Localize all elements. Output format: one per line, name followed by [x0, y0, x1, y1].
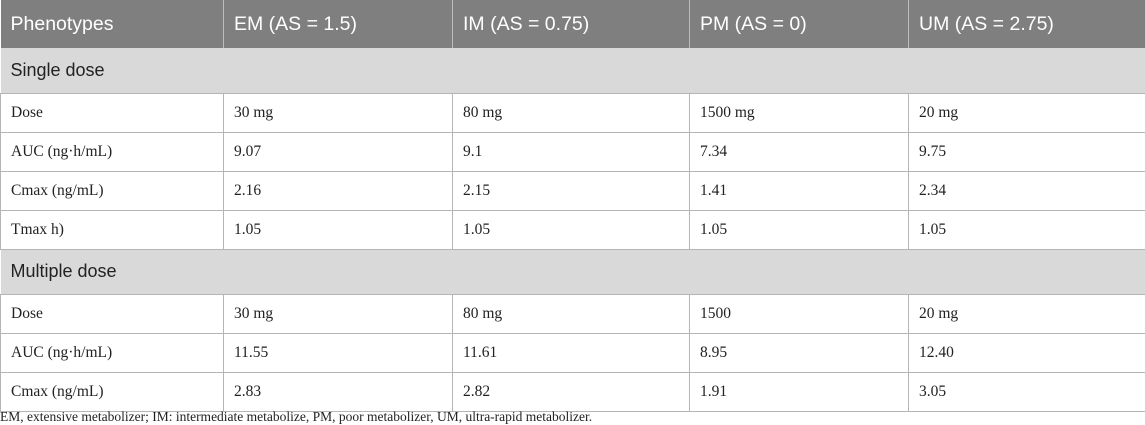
section-row-single-dose: Single dose: [0, 48, 1145, 94]
table-cell: 9.1: [452, 132, 690, 172]
table-cell: 12.40: [908, 333, 1145, 373]
table-cell: 11.61: [452, 333, 690, 373]
row-label: AUC (ng·h/mL): [0, 333, 224, 373]
table-cell: 2.15: [452, 171, 690, 211]
row-label: AUC (ng·h/mL): [0, 132, 224, 172]
table-cell: 7.34: [689, 132, 909, 172]
table-cell: 1500 mg: [689, 93, 909, 133]
table-cell: 1.05: [689, 210, 909, 250]
table-cell: 1500: [689, 294, 909, 334]
table-cell: 1.05: [452, 210, 690, 250]
header-um: UM (AS = 2.75): [908, 0, 1145, 48]
section-title: Single dose: [0, 48, 1145, 94]
table-row: Cmax (ng/mL) 2.83 2.82 1.91 3.05: [0, 372, 1145, 412]
table-header-row: Phenotypes EM (AS = 1.5) IM (AS = 0.75) …: [0, 0, 1145, 48]
table-footnote: EM, extensive metabolizer; IM: intermedi…: [0, 409, 593, 424]
table-row: Dose 30 mg 80 mg 1500 20 mg: [0, 294, 1145, 334]
table-cell: 1.05: [908, 210, 1145, 250]
table-cell: 8.95: [689, 333, 909, 373]
table-cell: 2.83: [223, 372, 453, 412]
table-row: AUC (ng·h/mL) 9.07 9.1 7.34 9.75: [0, 132, 1145, 172]
table-cell: 9.07: [223, 132, 453, 172]
table-row: AUC (ng·h/mL) 11.55 11.61 8.95 12.40: [0, 333, 1145, 373]
table-cell: 1.05: [223, 210, 453, 250]
row-label: Cmax (ng/mL): [0, 171, 224, 211]
row-label: Dose: [0, 93, 224, 133]
section-title: Multiple dose: [0, 249, 1145, 295]
table-cell: 30 mg: [223, 294, 453, 334]
table-cell: 3.05: [908, 372, 1145, 412]
table-cell: 30 mg: [223, 93, 453, 133]
table-cell: 1.41: [689, 171, 909, 211]
header-pm: PM (AS = 0): [689, 0, 909, 48]
table-cell: 2.34: [908, 171, 1145, 211]
pk-parameters-table: Phenotypes EM (AS = 1.5) IM (AS = 0.75) …: [0, 0, 1145, 412]
table-cell: 2.16: [223, 171, 453, 211]
row-label: Cmax (ng/mL): [0, 372, 224, 412]
header-im: IM (AS = 0.75): [452, 0, 690, 48]
table-row: Tmax h) 1.05 1.05 1.05 1.05: [0, 210, 1145, 250]
table-cell: 9.75: [908, 132, 1145, 172]
table-cell: 20 mg: [908, 294, 1145, 334]
table-cell: 80 mg: [452, 93, 690, 133]
table-cell: 1.91: [689, 372, 909, 412]
table-cell: 80 mg: [452, 294, 690, 334]
table-cell: 2.82: [452, 372, 690, 412]
header-em: EM (AS = 1.5): [223, 0, 453, 48]
row-label: Dose: [0, 294, 224, 334]
table-row: Cmax (ng/mL) 2.16 2.15 1.41 2.34: [0, 171, 1145, 211]
table-cell: 11.55: [223, 333, 453, 373]
row-label: Tmax h): [0, 210, 224, 250]
header-phenotypes: Phenotypes: [0, 0, 224, 48]
table-row: Dose 30 mg 80 mg 1500 mg 20 mg: [0, 93, 1145, 133]
section-row-multiple-dose: Multiple dose: [0, 249, 1145, 295]
table-cell: 20 mg: [908, 93, 1145, 133]
